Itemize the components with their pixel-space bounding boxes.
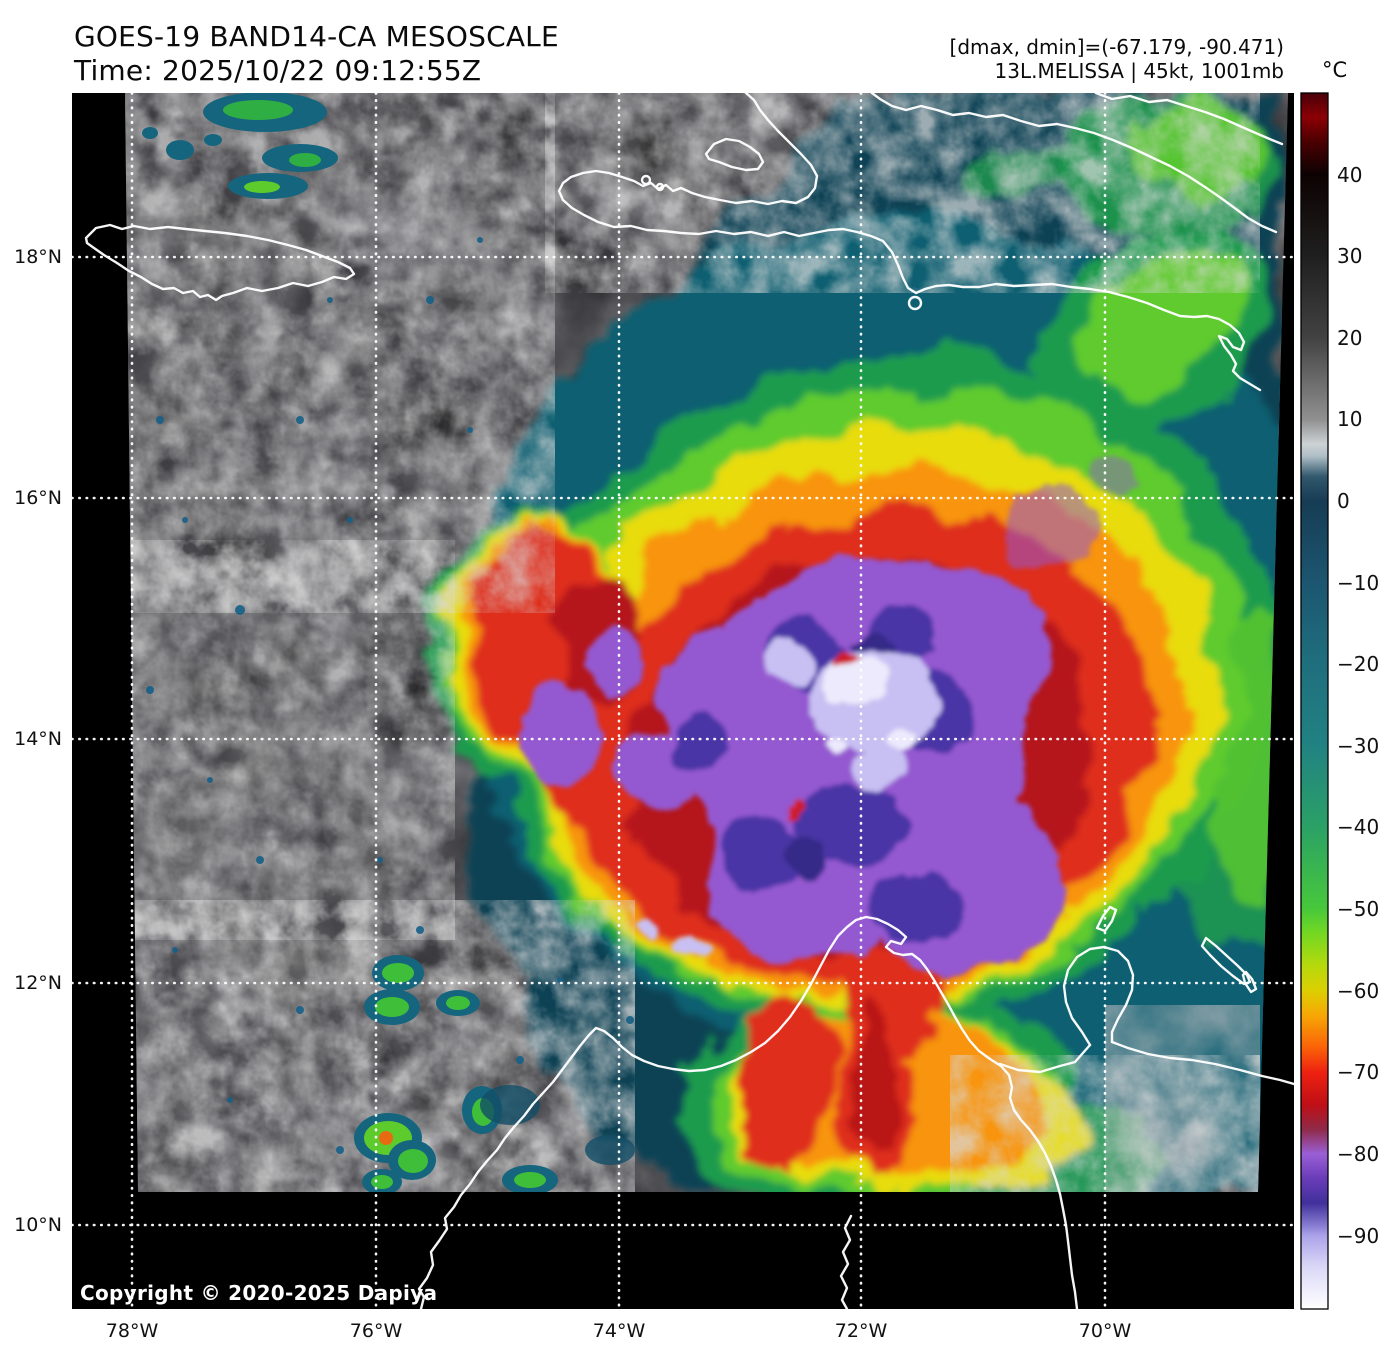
coastline-islet [640,174,652,186]
colorbar-tick-label: −70 [1337,1060,1380,1085]
lat-tick-label: 12°N [14,972,62,994]
coastline-lake-maracaibo [839,1214,853,1309]
colorbar-unit-label: °C [1322,58,1348,82]
plot-area [72,93,1294,1309]
title-block: GOES-19 BAND14-CA MESOSCALE Time: 2025/1… [74,20,559,88]
coastline-islet [655,182,665,192]
latlon-gridlines [72,93,1294,1309]
colorbar-tick-label: −30 [1337,733,1380,758]
colorbar [1300,92,1329,1310]
colorbar-tick-label: −60 [1337,978,1380,1003]
coastline-jamaica [84,223,356,302]
cold-blobs-southwest [354,955,635,1192]
colorbar-tick-label: 40 [1337,162,1363,187]
cold-specks [146,237,634,1154]
colorbar-tick-label: −50 [1337,897,1380,922]
colorbar-tick-label: −10 [1337,570,1380,595]
coastline-ile-a-vache [907,295,923,311]
lat-tick-label: 16°N [14,487,62,509]
cold-blobs-northwest [142,93,338,199]
coastlines [84,93,1294,1309]
lat-tick-label: 10°N [14,1214,62,1236]
colorbar-tick-label: −90 [1337,1223,1380,1248]
colorbar-tick-label: 0 [1337,489,1350,514]
lon-tick-label: 78°W [105,1320,159,1342]
coastline-hispaniola-south [557,93,1262,392]
coastline-gonave-island [704,137,765,172]
coastline-bonaire [1241,970,1258,994]
colorbar-gradient [1300,92,1329,1310]
range-annotation: [dmax, dmin]=(-67.179, -90.471) [949,35,1284,59]
colorbar-tick-label: 10 [1337,407,1363,432]
lon-tick-label: 72°W [834,1320,888,1342]
colorbar-tick-label: −80 [1337,1141,1380,1166]
lon-tick-label: 76°W [349,1320,403,1342]
lon-tick-label: 70°W [1078,1320,1132,1342]
coastline-colombia-guajira [417,915,1079,1309]
lat-tick-label: 14°N [14,728,62,750]
colorbar-tick-label: 20 [1337,325,1363,350]
storm-annotation: 13L.MELISSA | 45kt, 1001mb [994,59,1284,83]
lat-tick-label: 18°N [14,246,62,268]
satellite-data-layer [125,93,1288,1192]
coastline-hispaniola-north [870,93,1278,234]
copyright-text: Copyright © 2020-2025 Dapiya [80,1281,438,1305]
colorbar-tick-label: −20 [1337,652,1380,677]
lon-tick-label: 74°W [592,1320,646,1342]
colorbar-tick-label: 30 [1337,244,1363,269]
coastline-aruba [1095,905,1118,933]
figure-title: GOES-19 BAND14-CA MESOSCALE [74,20,559,53]
coastline-north-fragment [1094,93,1284,146]
figure-timestamp: Time: 2025/10/22 09:12:55Z [74,54,482,87]
annotation-block: [dmax, dmin]=(-67.179, -90.471) 13L.MELI… [950,35,1284,83]
colorbar-tick-label: −40 [1337,815,1380,840]
coastline-venezuela [998,1040,1294,1086]
